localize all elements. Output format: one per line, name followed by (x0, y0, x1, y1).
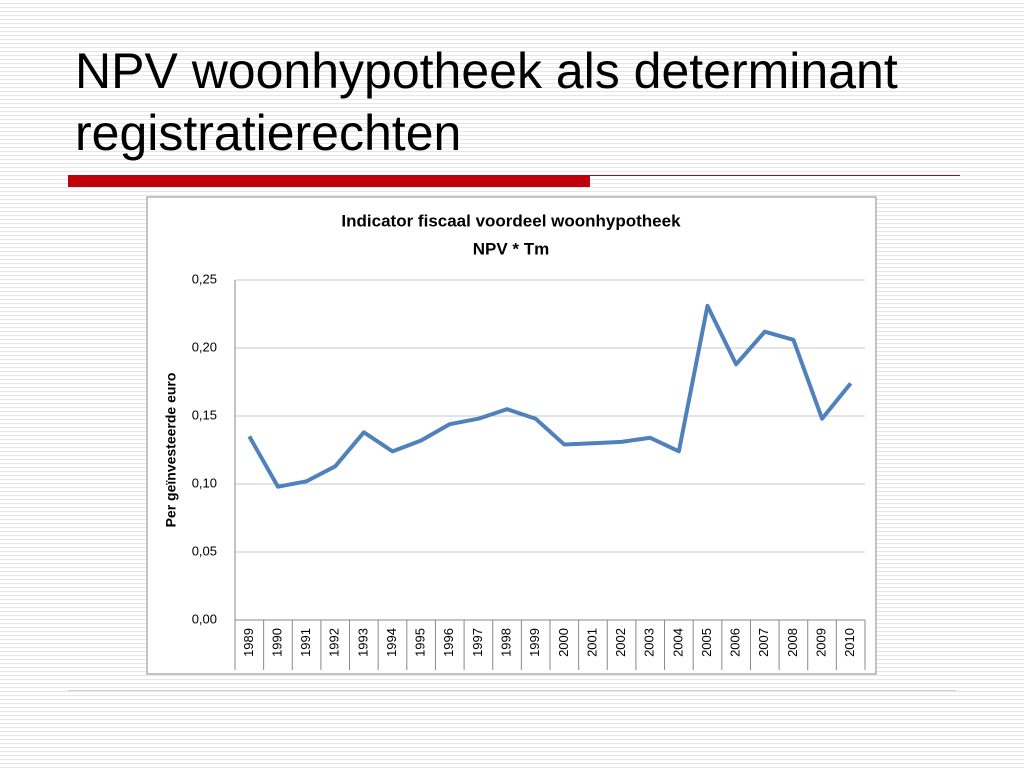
x-tick-label: 2010 (842, 628, 857, 657)
data-line (247, 303, 853, 489)
x-tick-label: 1996 (441, 628, 456, 657)
x-tick-label: 1998 (498, 628, 513, 657)
x-tick-label: 1999 (527, 628, 542, 657)
x-tick-label: 1995 (413, 628, 428, 657)
slide-title: NPV woonhypotheek als determinant regist… (75, 43, 898, 161)
chart-frame (146, 196, 877, 675)
x-tick-label: 2009 (813, 628, 828, 657)
y-tick-label: 0,20 (192, 339, 217, 354)
chart-title: Indicator fiscaal voordeel woonhypotheek (341, 211, 681, 230)
x-tick-label: 2002 (613, 628, 628, 657)
x-tick-label: 1997 (470, 628, 485, 657)
y-tick-label: 0,05 (192, 543, 217, 558)
y-tick-label: 0,25 (192, 271, 217, 286)
x-tick-label: 2006 (728, 628, 743, 657)
y-tick-label: 0,15 (192, 407, 217, 422)
x-tick-label: 2001 (584, 628, 599, 657)
x-tick-label: 2000 (556, 628, 571, 657)
x-tick-label: 1992 (327, 628, 342, 657)
y-tick-label: 0,00 (192, 611, 217, 626)
x-tick-label: 2005 (699, 628, 714, 657)
x-tick-label: 1990 (269, 628, 284, 657)
x-tick-label: 2007 (756, 628, 771, 657)
divider-line (590, 175, 960, 176)
x-tick-label: 2008 (785, 628, 800, 657)
x-tick-label: 2003 (642, 628, 657, 657)
y-axis-title: Per geïnvesteerde euro (163, 373, 179, 528)
x-tick-label: 1991 (298, 628, 313, 657)
divider-bar (68, 175, 590, 187)
x-tick-label: 1993 (355, 628, 370, 657)
y-tick-label: 0,10 (192, 475, 217, 490)
footer-line (68, 690, 956, 691)
x-tick-label: 1994 (384, 628, 399, 657)
x-tick-label: 2004 (670, 628, 685, 657)
chart-subtitle: NPV * Tm (473, 239, 550, 258)
x-tick-label: 1989 (241, 628, 256, 657)
